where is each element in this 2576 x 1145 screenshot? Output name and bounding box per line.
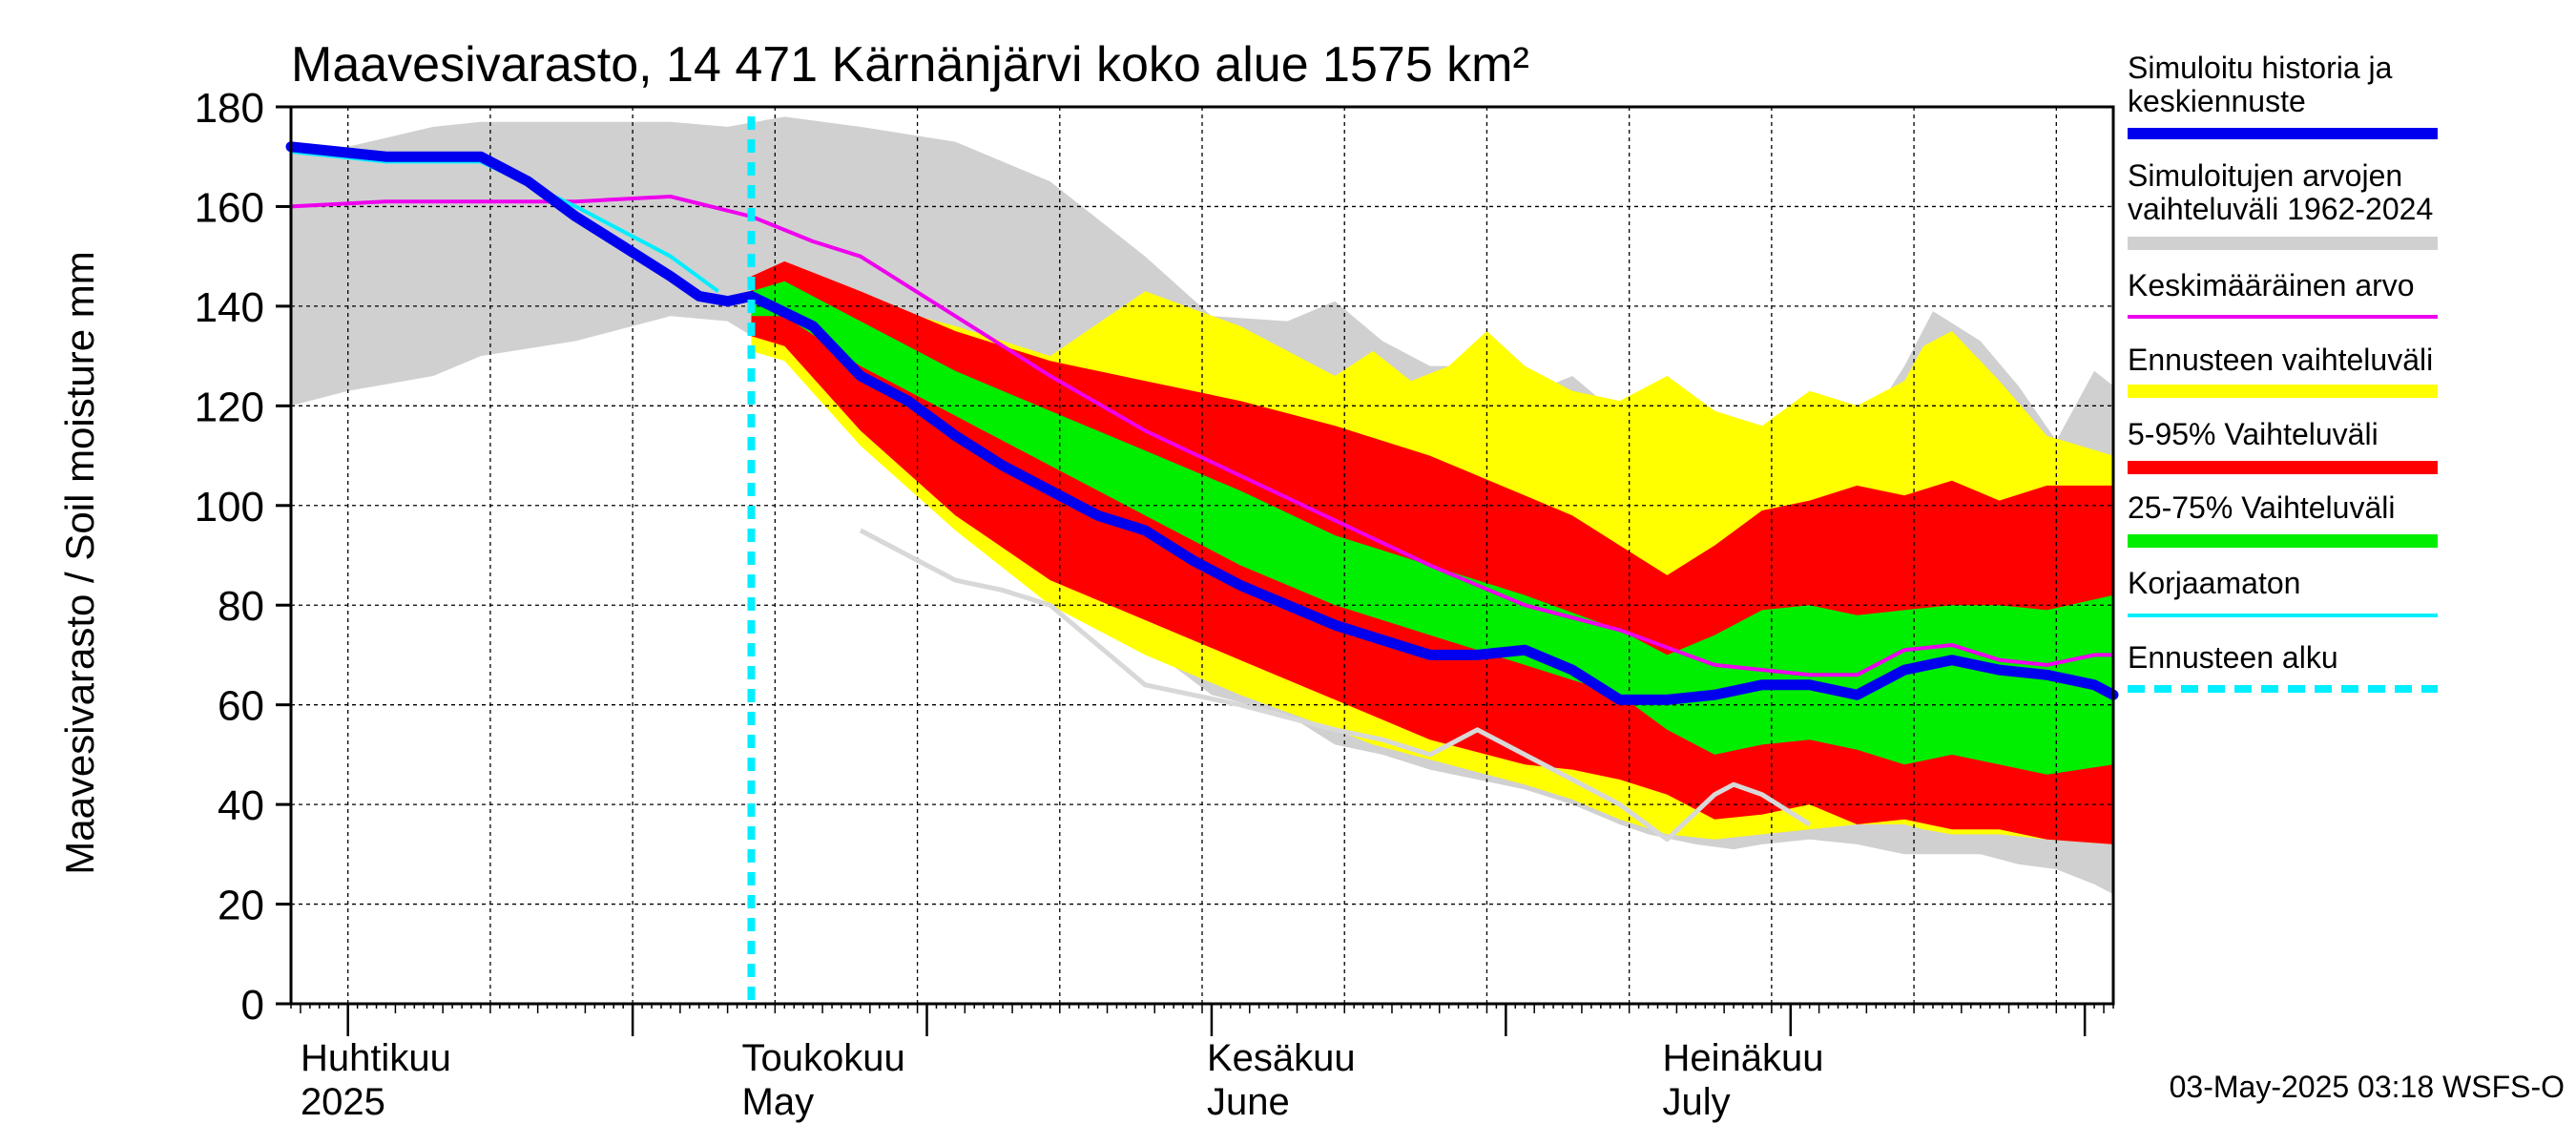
legend-label: 25-75% Vaihteluväli [2128, 490, 2395, 525]
month-label-en: May [742, 1081, 815, 1123]
legend-item: Ennusteen alku [2128, 640, 2438, 693]
month-label-en: 2025 [301, 1081, 385, 1123]
y-tick-label: 40 [218, 782, 264, 829]
y-tick-label: 100 [195, 484, 264, 531]
legend-item: Keskimääräinen arvo [2128, 268, 2438, 319]
legend-label: vaihteluväli 1962-2024 [2128, 192, 2433, 226]
footer-timestamp: 03-May-2025 03:18 WSFS-O [2170, 1070, 2565, 1104]
legend-item: 25-75% Vaihteluväli [2128, 490, 2438, 548]
y-tick-label: 140 [195, 284, 264, 331]
legend-label: Ennusteen alku [2128, 640, 2338, 675]
legend: Simuloitu historia jakeskiennusteSimuloi… [2128, 51, 2438, 693]
y-tick-label: 20 [218, 883, 264, 929]
y-tick-label: 180 [195, 85, 264, 132]
legend-label: Korjaamaton [2128, 566, 2300, 600]
legend-label: 5-95% Vaihteluväli [2128, 417, 2379, 451]
legend-item: Korjaamaton [2128, 566, 2438, 617]
month-label-en: June [1207, 1081, 1290, 1123]
plot-area [285, 107, 2119, 1004]
y-tick-label: 0 [241, 982, 264, 1029]
legend-label: Simuloitujen arvojen [2128, 158, 2402, 193]
legend-label: Ennusteen vaihteluväli [2128, 343, 2433, 377]
mean-line [290, 195, 2113, 677]
y-tick-label: 60 [218, 683, 264, 730]
chart-title: Maavesivarasto, 14 471 Kärnänjärvi koko … [291, 37, 1529, 93]
legend-label: Keskimääräinen arvo [2128, 268, 2415, 302]
month-label-fi: Kesäkuu [1207, 1037, 1356, 1079]
simulated-median-line [285, 141, 2119, 705]
y-tick-label: 160 [195, 184, 264, 231]
p25-75-band [751, 281, 2113, 775]
month-label-fi: Huhtikuu [301, 1037, 451, 1079]
legend-label: Simuloitu historia ja [2128, 51, 2393, 85]
legend-item: 5-95% Vaihteluväli [2128, 417, 2438, 474]
y-tick-label: 120 [195, 384, 264, 430]
legend-label: keskiennuste [2128, 84, 2306, 118]
legend-item: Ennusteen vaihteluväli [2128, 343, 2438, 398]
grid [291, 107, 2113, 1004]
historical-minimum-trace [859, 528, 1812, 843]
month-label-fi: Toukokuu [742, 1037, 905, 1079]
y-tick-label: 80 [218, 583, 264, 630]
y-axis-label: Maavesivarasto / Soil moisture mm [57, 251, 102, 875]
month-label-en: July [1662, 1081, 1730, 1123]
month-label-fi: Heinäkuu [1662, 1037, 1823, 1079]
